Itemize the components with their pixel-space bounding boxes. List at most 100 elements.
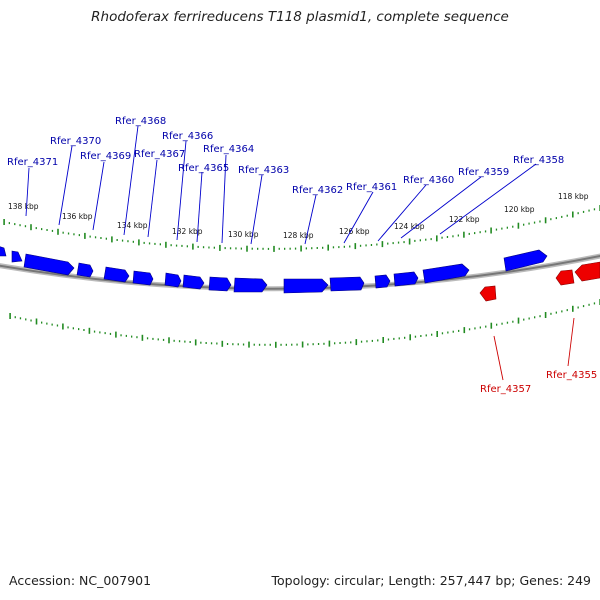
gene-arrow[interactable] — [11, 250, 23, 263]
gene-arrow[interactable] — [23, 253, 75, 276]
major-tick — [221, 340, 224, 347]
minor-tick — [67, 326, 69, 329]
minor-tick — [120, 334, 122, 337]
gene-arrow[interactable] — [574, 261, 600, 282]
minor-tick — [291, 343, 293, 346]
gene-label[interactable]: Rfer_4358 — [513, 155, 564, 166]
gene-arrow[interactable] — [132, 270, 154, 286]
gene-arrow[interactable] — [555, 269, 575, 286]
minor-tick — [555, 217, 557, 220]
minor-tick — [136, 336, 138, 339]
minor-tick — [30, 319, 32, 322]
minor-tick — [359, 244, 362, 247]
minor-tick — [420, 335, 422, 337]
minor-tick — [105, 237, 107, 240]
minor-tick — [523, 318, 525, 321]
gene-arrow[interactable] — [233, 277, 268, 293]
major-tick — [88, 327, 91, 334]
gene-arrow[interactable] — [503, 249, 548, 272]
gene-label[interactable]: Rfer_4357 — [480, 384, 531, 395]
gene-label[interactable]: Rfer_4369 — [80, 151, 131, 162]
gene-arrow[interactable] — [393, 271, 419, 287]
gene-label[interactable]: Rfer_4368 — [115, 116, 166, 127]
gene-arrow[interactable] — [422, 263, 470, 284]
gene-label[interactable]: Rfer_4360 — [403, 175, 454, 186]
gene-arrow[interactable] — [329, 276, 365, 292]
gene-arrow[interactable] — [164, 272, 182, 288]
minor-tick — [175, 244, 178, 247]
gene-arrow[interactable] — [103, 266, 130, 283]
minor-tick — [317, 343, 320, 345]
inner-tick-ring — [3, 205, 600, 252]
minor-tick — [441, 332, 444, 335]
minor-tick — [404, 336, 406, 339]
gene-label[interactable]: Rfer_4361 — [346, 182, 397, 193]
minor-tick — [19, 317, 22, 320]
minor-tick — [181, 244, 183, 247]
minor-tick — [25, 318, 27, 321]
gene-arrow[interactable] — [208, 276, 232, 292]
minor-tick — [457, 234, 459, 237]
major-tick — [111, 236, 113, 243]
gene-arrow[interactable] — [479, 285, 497, 302]
minor-tick — [296, 343, 298, 346]
minor-tick — [425, 238, 427, 241]
gene-label[interactable]: Rfer_4355 — [546, 370, 597, 381]
minor-tick — [479, 231, 481, 234]
minor-tick — [46, 229, 48, 231]
gene-label[interactable]: Rfer_4366 — [162, 131, 213, 142]
gene-label[interactable]: Rfer_4371 — [7, 157, 58, 168]
kbp-label: 126 kbp — [339, 227, 370, 236]
minor-tick — [555, 311, 557, 314]
minor-tick — [479, 326, 481, 329]
major-tick — [355, 339, 358, 346]
gene-label[interactable]: Rfer_4364 — [203, 144, 254, 155]
minor-tick — [496, 323, 498, 326]
gene-arrow[interactable] — [182, 274, 205, 290]
gene-arrow[interactable] — [283, 278, 329, 294]
minor-tick — [154, 242, 156, 245]
gene-label[interactable]: Rfer_4362 — [292, 185, 343, 196]
minor-tick — [278, 247, 280, 250]
minor-tick — [159, 243, 161, 246]
minor-tick — [387, 338, 390, 341]
minor-tick — [41, 321, 43, 324]
leader-lines — [25, 125, 575, 381]
major-tick — [9, 313, 11, 319]
accession-text: Accession: NC_007901 — [9, 573, 152, 588]
minor-tick — [474, 232, 476, 235]
kbp-label: 132 kbp — [172, 227, 203, 236]
gene-label[interactable]: Rfer_4365 — [178, 163, 229, 174]
minor-tick — [343, 245, 345, 248]
minor-tick — [267, 247, 270, 250]
minor-tick — [170, 244, 172, 247]
minor-tick — [350, 341, 352, 344]
minor-tick — [258, 343, 261, 346]
minor-tick — [414, 239, 416, 242]
minor-tick — [41, 228, 43, 231]
major-tick — [57, 228, 59, 235]
gene-label[interactable]: Rfer_4370 — [50, 136, 101, 147]
minor-tick — [501, 322, 503, 325]
minor-tick — [349, 245, 351, 248]
minor-tick — [305, 247, 307, 250]
kbp-label: 118 kbp — [558, 192, 589, 201]
minor-tick — [109, 332, 112, 335]
gene-label[interactable]: Rfer_4367 — [134, 149, 185, 160]
gene-arrow[interactable] — [76, 262, 94, 278]
gene-arrow[interactable] — [0, 246, 7, 257]
major-tick — [463, 327, 466, 334]
major-tick — [544, 217, 547, 224]
gene-label[interactable]: Rfer_4363 — [238, 165, 289, 176]
minor-tick — [51, 323, 53, 326]
minor-tick — [285, 343, 287, 346]
kbp-label: 134 kbp — [117, 221, 148, 230]
minor-tick — [528, 317, 530, 320]
minor-tick — [370, 244, 373, 246]
gene-label[interactable]: Rfer_4359 — [458, 167, 509, 178]
gene-arrow[interactable] — [374, 274, 391, 289]
minor-tick — [269, 343, 271, 346]
minor-tick — [485, 325, 487, 328]
minor-tick — [566, 309, 568, 312]
reverse-genes — [479, 261, 600, 302]
